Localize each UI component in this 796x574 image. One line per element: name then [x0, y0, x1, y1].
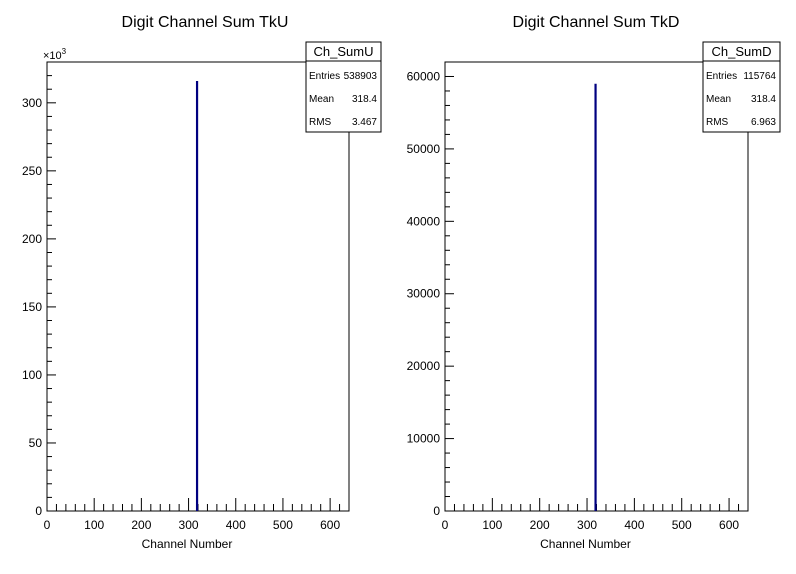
stats-row-value: 3.467 [352, 117, 377, 128]
stats-row-label: RMS [706, 117, 729, 128]
stats-box: Ch_SumU Entries 538903 Mean 318.4 RMS 3.467 [305, 41, 382, 133]
x-axis-title: Channel Number [540, 537, 631, 551]
x-tick-label: 600 [320, 518, 340, 532]
x-tick-label: 500 [672, 518, 692, 532]
y-tick-label: 0 [35, 504, 42, 518]
stats-box-title: Ch_SumU [314, 44, 374, 59]
y-tick-label: 20000 [407, 359, 441, 373]
stats-row-label: Mean [309, 94, 334, 105]
y-exponent-label: ×103 [43, 47, 67, 62]
stats-box: Ch_SumD Entries 115764 Mean 318.4 RMS 6.963 [702, 41, 781, 133]
x-tick-label: 200 [131, 518, 151, 532]
y-tick-label: 100 [22, 368, 42, 382]
y-tick-label: 200 [22, 232, 42, 246]
x-tick-label: 100 [482, 518, 502, 532]
x-tick-label: 500 [273, 518, 293, 532]
x-tick-label: 200 [530, 518, 550, 532]
stats-box-title: Ch_SumD [712, 44, 772, 59]
stats-row-value: 538903 [344, 71, 378, 82]
y-tick-label: 60000 [407, 69, 441, 83]
chart-title: Digit Channel Sum TkD [513, 14, 680, 31]
stats-box-frame [702, 41, 781, 133]
y-tick-label: 50000 [407, 142, 441, 156]
x-tick-label: 0 [44, 518, 51, 532]
stats-box-frame [305, 41, 382, 133]
stats-row-value: 6.963 [751, 117, 776, 128]
x-tick-label: 400 [624, 518, 644, 532]
y-tick-label: 50 [29, 436, 43, 450]
x-tick-label: 400 [226, 518, 246, 532]
x-tick-label: 300 [179, 518, 199, 532]
stats-row-label: Entries [706, 71, 737, 82]
y-tick-label: 0 [433, 504, 440, 518]
stats-row-label: RMS [309, 117, 332, 128]
x-tick-label: 300 [577, 518, 597, 532]
y-tick-label: 150 [22, 300, 42, 314]
stats-row-value: 115764 [743, 71, 776, 82]
stats-row-label: Mean [706, 94, 731, 105]
y-tick-label: 10000 [407, 432, 441, 446]
y-exponent-power: 3 [62, 47, 67, 56]
x-axis-title: Channel Number [142, 537, 233, 551]
y-tick-label: 300 [22, 96, 42, 110]
stats-row-value: 318.4 [751, 94, 776, 105]
y-tick-label: 40000 [407, 214, 441, 228]
chart-title: Digit Channel Sum TkU [122, 14, 289, 31]
histogram-panel-2: Digit Channel Sum TkD 0 100 200 300 400 500 600… [407, 14, 781, 551]
y-exponent-base: ×10 [43, 50, 62, 62]
y-tick-label: 250 [22, 164, 42, 178]
y-tick-label: 30000 [407, 287, 441, 301]
stats-row-label: Entries [309, 71, 340, 82]
x-tick-label: 600 [719, 518, 739, 532]
x-tick-label: 100 [84, 518, 104, 532]
x-tick-label: 0 [442, 518, 449, 532]
stats-row-value: 318.4 [352, 94, 377, 105]
